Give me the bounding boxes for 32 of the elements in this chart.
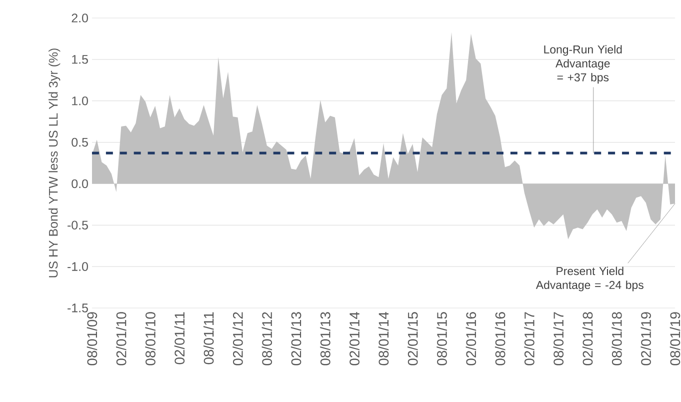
x-tick-label: 08/01/18 [612, 312, 622, 366]
x-tick-label: 08/01/16 [494, 312, 506, 366]
x-tick-label: 08/01/15 [436, 312, 447, 366]
x-tick-label: 02/01/15 [408, 312, 418, 366]
y-tick-label: -1.0 [68, 262, 88, 271]
y-tick-label: -1.5 [68, 304, 88, 312]
x-tick-label: 02/01/14 [349, 312, 360, 366]
y-tick-label: -0.5 [68, 220, 88, 230]
y-tick-label: 1.0 [72, 96, 88, 106]
x-tick-label: 02/01/16 [466, 312, 476, 366]
x-tick-label: 02/01/10 [116, 312, 126, 366]
x-tick-label: 02/01/11 [174, 312, 185, 364]
y-tick-label: 0.0 [72, 179, 88, 188]
x-tick-label: 02/01/12 [232, 312, 243, 366]
x-tick-label: 08/01/14 [378, 312, 389, 366]
x-tick-label: 08/01/19 [670, 312, 680, 366]
y-tick-label: 1.5 [72, 55, 88, 64]
annotation: Present Yield Advantage = -24 bps [536, 266, 644, 292]
x-tick-label: 08/01/12 [262, 312, 272, 366]
y-axis-title: US HY Bond YTW less US LL Yld 3yr (%) [48, 48, 60, 278]
y-tick-label: 2.0 [72, 14, 88, 22]
y-tick-label: 0.5 [72, 138, 88, 147]
x-tick-label: 02/01/13 [290, 312, 302, 366]
x-tick-label: 02/01/19 [640, 312, 651, 366]
x-tick-label: 02/01/18 [582, 312, 593, 366]
x-tick-label: 08/01/13 [320, 312, 330, 366]
ref-line-label: Long-Run Yield Advantage = +37 bps [544, 45, 622, 84]
x-tick-label: 08/01/11 [203, 312, 214, 364]
x-tick-label: 02/01/17 [524, 312, 534, 366]
x-tick-label: 08/01/10 [145, 312, 156, 366]
x-tick-label: 08/01/09 [86, 312, 98, 366]
x-tick-label: 08/01/17 [553, 312, 564, 366]
